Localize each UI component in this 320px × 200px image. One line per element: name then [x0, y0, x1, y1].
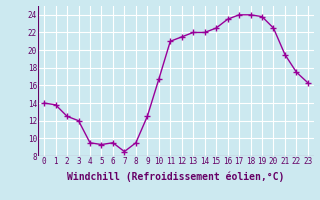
X-axis label: Windchill (Refroidissement éolien,°C): Windchill (Refroidissement éolien,°C)	[67, 172, 285, 182]
